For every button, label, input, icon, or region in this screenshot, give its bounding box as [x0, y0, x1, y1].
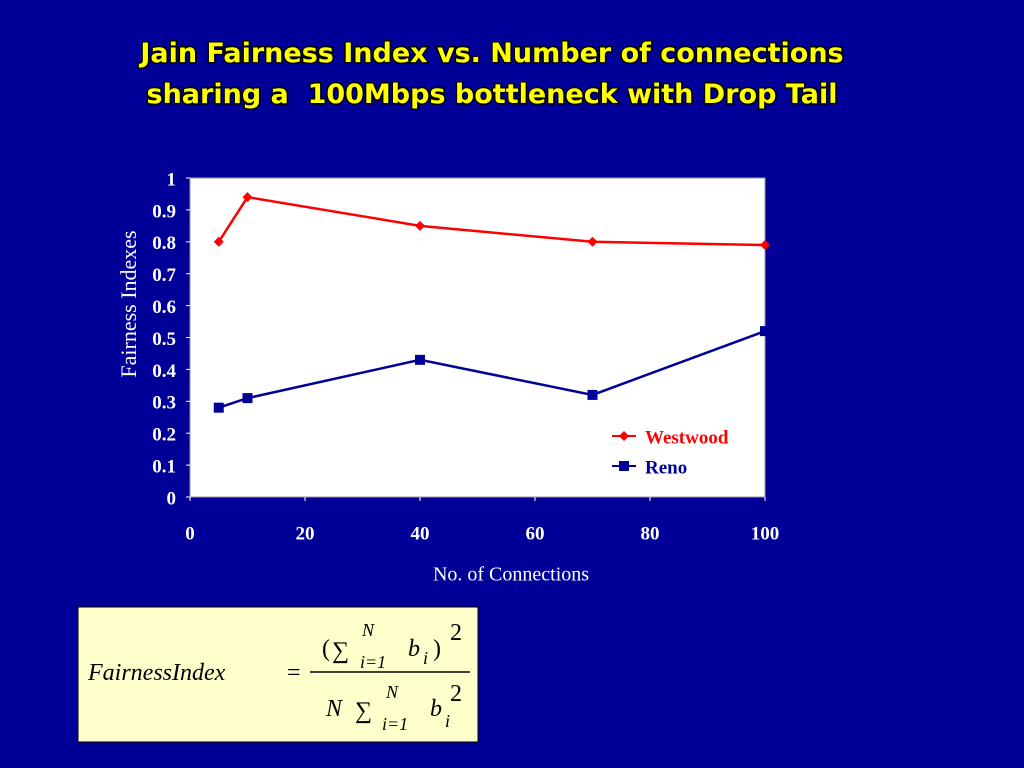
point [415, 354, 425, 365]
formula-box [77, 606, 479, 743]
formula: FairnessIndex = ( ∑ N i=1 b i ) 2 N ∑ N … [87, 620, 470, 734]
y-tick-label: 0.9 [152, 201, 176, 222]
x-tick-label: 80 [641, 523, 660, 544]
legend-label: Westwood [645, 427, 729, 448]
point [760, 239, 770, 250]
x-tick-label: 40 [411, 523, 430, 544]
y-tick-label: 1 [167, 169, 177, 190]
title-line: Jain Fairness Index vs. Number of connec… [138, 38, 843, 69]
y-axis-label: Fairness Indexes [116, 230, 141, 377]
formula-token: ∑ [355, 698, 372, 724]
point [242, 192, 253, 203]
formula-token: b [430, 696, 442, 722]
point [760, 326, 770, 337]
y-tick-label: 0.7 [152, 265, 176, 286]
y-tick-label: 0.5 [152, 329, 176, 350]
point [213, 402, 224, 413]
y-tick-label: 0.3 [152, 393, 176, 414]
formula-token: i [423, 648, 428, 668]
formula-token: ∑ [332, 638, 349, 664]
x-tick-label: 100 [751, 523, 780, 544]
y-tick-label: 0.1 [152, 456, 176, 477]
formula-token: ) [433, 636, 441, 662]
formula-token: 2 [450, 620, 462, 646]
y-tick-label: 0 [167, 488, 177, 509]
formula-token: i=1 [382, 714, 408, 734]
formula-token: N [325, 696, 344, 722]
formula-token: i [445, 711, 450, 731]
formula-token: i=1 [360, 652, 386, 672]
point [242, 393, 253, 404]
formula-token: N [385, 682, 399, 702]
point [415, 220, 425, 231]
formula-token: N [361, 620, 375, 640]
point [587, 236, 598, 247]
point [213, 236, 224, 247]
y-tick-label: 0.6 [152, 297, 176, 318]
legend-marker [619, 461, 629, 471]
formula-token: ( [322, 636, 330, 662]
y-tick-label: 0.2 [152, 425, 176, 446]
x-tick-label: 60 [526, 523, 545, 544]
formula-lhs: FairnessIndex [87, 660, 226, 686]
y-tick-label: 0.8 [152, 233, 176, 254]
formula-token: b [408, 636, 420, 662]
x-tick-label: 20 [296, 523, 315, 544]
legend-marker [619, 431, 629, 441]
formula-eq: = [287, 660, 301, 686]
legend-label: Reno [645, 457, 687, 478]
point [587, 389, 598, 400]
x-axis-label: No. of Connections [433, 564, 589, 586]
title-line: sharing a 100Mbps bottleneck with Drop T… [147, 79, 838, 110]
formula-token: 2 [450, 681, 462, 707]
x-tick-label: 0 [185, 523, 195, 544]
y-tick-label: 0.4 [152, 361, 176, 382]
plot-area [189, 177, 766, 498]
